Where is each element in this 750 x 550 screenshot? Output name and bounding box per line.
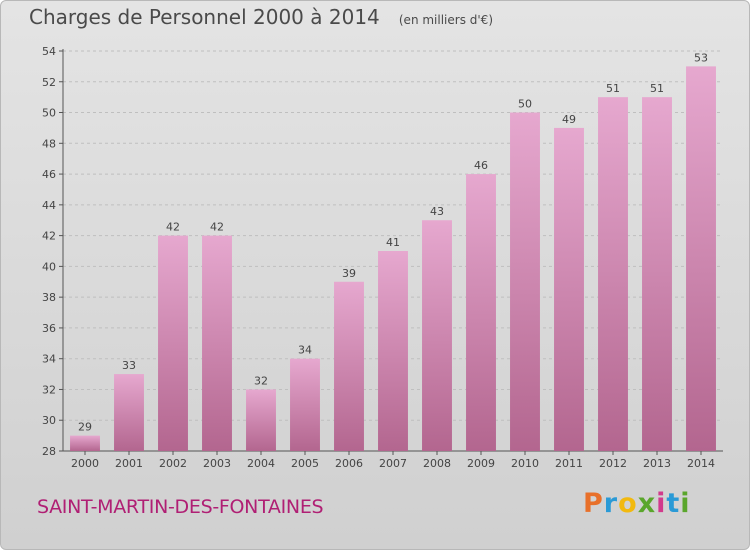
logo-letter: r <box>603 488 619 519</box>
y-tick-label: 40 <box>42 260 56 273</box>
y-tick-label: 52 <box>42 76 56 89</box>
y-tick-label: 46 <box>42 168 56 181</box>
y-tick-label: 36 <box>42 322 56 335</box>
bar <box>334 281 364 451</box>
x-tick-label: 2008 <box>423 457 451 470</box>
y-tick-label: 32 <box>42 383 56 396</box>
bar-value-label: 34 <box>298 344 312 357</box>
x-tick-label: 2009 <box>467 457 495 470</box>
x-tick-label: 2000 <box>71 457 99 470</box>
y-tick-label: 38 <box>42 291 56 304</box>
bar-value-label: 51 <box>606 82 620 95</box>
bar <box>378 251 408 451</box>
bar <box>202 235 232 451</box>
logo-letter: x <box>637 488 657 519</box>
bar <box>466 174 496 452</box>
x-tick-label: 2006 <box>335 457 363 470</box>
x-tick-label: 2004 <box>247 457 275 470</box>
y-tick-label: 48 <box>42 137 56 150</box>
commune-name: SAINT-MARTIN-DES-FONTAINES <box>37 496 324 518</box>
bar-value-label: 43 <box>430 205 444 218</box>
x-tick-label: 2003 <box>203 457 231 470</box>
bar-value-label: 42 <box>210 221 224 234</box>
x-tick-label: 2010 <box>511 457 539 470</box>
bar-value-label: 33 <box>122 359 136 372</box>
bar <box>158 235 188 451</box>
x-tick-label: 2007 <box>379 457 407 470</box>
logo-letter: P <box>583 488 604 519</box>
bar-value-label: 50 <box>518 98 532 111</box>
bar <box>114 374 144 451</box>
bar-value-label: 49 <box>562 113 576 126</box>
bar-value-label: 41 <box>386 236 400 249</box>
bar-value-label: 39 <box>342 267 356 280</box>
bar-value-label: 53 <box>694 51 708 64</box>
bar-value-label: 32 <box>254 374 268 387</box>
y-tick-label: 44 <box>42 199 56 212</box>
bar <box>422 220 452 451</box>
x-tick-label: 2002 <box>159 457 187 470</box>
bar <box>554 127 584 451</box>
bar <box>510 112 540 452</box>
x-tick-label: 2005 <box>291 457 319 470</box>
y-tick-label: 54 <box>42 45 56 58</box>
proxiti-logo: Proxiti <box>583 488 691 519</box>
y-tick-label: 34 <box>42 353 56 366</box>
x-tick-label: 2001 <box>115 457 143 470</box>
y-tick-label: 30 <box>42 414 56 427</box>
logo-letter: i <box>656 488 667 519</box>
chart-subtitle: (en milliers d'€) <box>398 13 493 27</box>
bar <box>642 97 672 452</box>
bar-value-label: 51 <box>650 82 664 95</box>
y-tick-label: 50 <box>42 107 56 120</box>
bar <box>246 389 276 451</box>
bar-value-label: 46 <box>474 159 488 172</box>
title-row: Charges de Personnel 2000 à 2014 (en mil… <box>29 5 493 29</box>
chart-title: Charges de Personnel 2000 à 2014 <box>29 5 380 29</box>
y-tick-label: 28 <box>42 445 56 458</box>
axis-layer: 28 30 32 34 36 38 40 42 44 46 48 50 52 54 2000 2001 2002… <box>42 45 723 470</box>
logo-letter: i <box>680 488 691 519</box>
bar <box>290 358 320 451</box>
logo-letter: t <box>666 488 681 519</box>
x-tick-label: 2014 <box>687 457 715 470</box>
x-tick-label: 2013 <box>643 457 671 470</box>
bar <box>70 435 100 451</box>
logo-letter: o <box>618 488 638 519</box>
bar-value-label: 42 <box>166 221 180 234</box>
bar-layer <box>70 66 716 452</box>
bar <box>598 97 628 452</box>
y-tick-label: 42 <box>42 230 56 243</box>
bar <box>686 66 716 451</box>
x-tick-label: 2012 <box>599 457 627 470</box>
bar-value-label: 29 <box>78 421 92 434</box>
x-tick-label: 2011 <box>555 457 583 470</box>
label-layer: 29 33 42 42 32 34 39 41 43 46 50 49 51 51 53 <box>78 51 708 433</box>
